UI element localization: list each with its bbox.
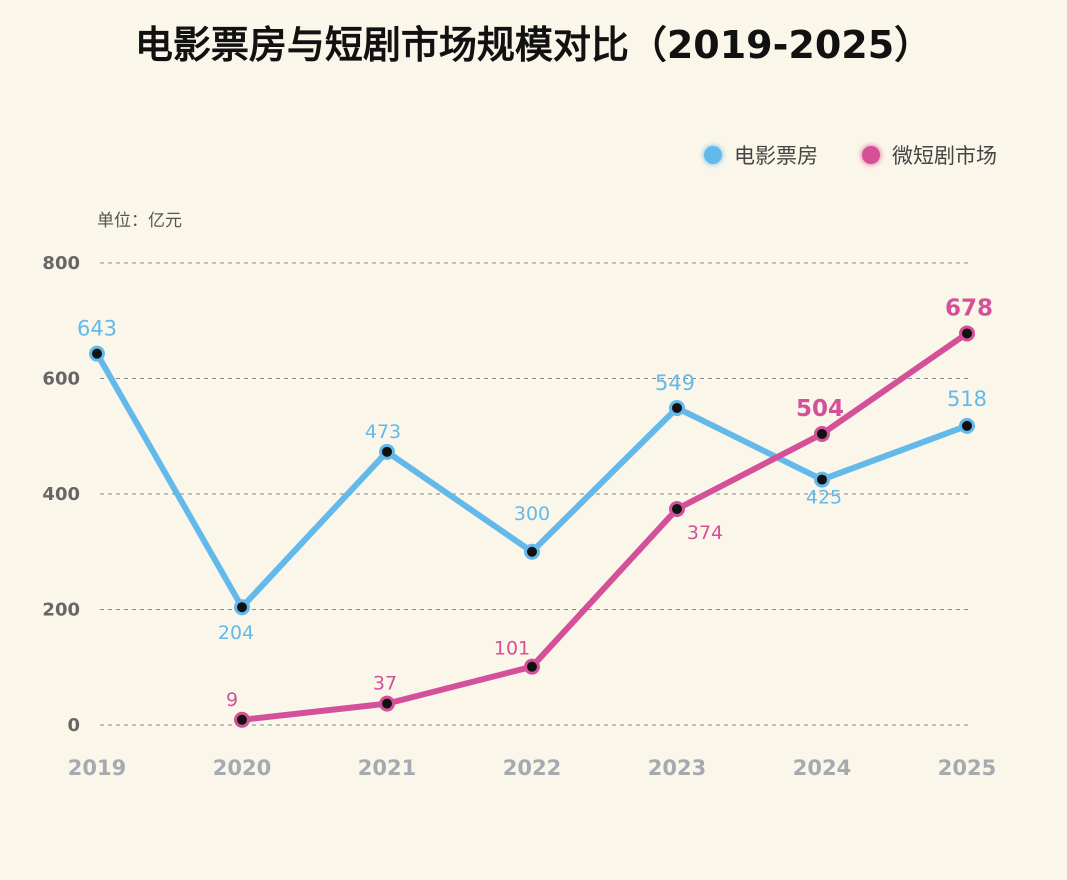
x-tick-label: 2025 [938,756,996,780]
legend-item-film: 电影票房 [704,140,818,170]
data-label: 473 [365,421,401,443]
legend-label-film: 电影票房 [734,144,818,168]
data-label: 504 [796,396,844,422]
data-point [669,501,685,518]
x-tick-label: 2019 [68,756,126,780]
data-label: 549 [655,371,695,395]
data-point [814,425,830,442]
data-point [89,345,105,362]
x-tick-label: 2022 [503,756,561,780]
legend: 电影票房 微短剧市场 [704,140,997,170]
legend-marker-shortdrama [862,146,880,164]
data-point [379,443,395,460]
data-label: 643 [77,317,117,341]
y-tick-label: 600 [42,369,80,390]
x-tick-label: 2020 [213,756,271,780]
series-line-0 [94,350,970,611]
data-label: 678 [945,295,993,321]
x-tick-label: 2024 [793,756,851,780]
y-tick-label: 400 [42,484,80,505]
data-point [379,695,395,712]
data-label: 300 [514,503,550,525]
x-tick-label: 2021 [358,756,416,780]
data-label: 204 [218,622,254,644]
data-point [234,711,250,728]
data-label: 518 [947,387,987,411]
legend-label-shortdrama: 微短剧市场 [892,144,997,168]
unit-label: 单位：亿元 [97,211,182,231]
data-label: 374 [687,522,723,544]
data-point [814,471,830,488]
data-label: 37 [373,673,397,695]
series-line-1 [239,330,970,723]
legend-marker-film [704,146,722,164]
y-tick-label: 800 [42,253,80,274]
chart-title: 电影票房与短剧市场规模对比（2019-2025） [134,23,933,67]
x-tick-label: 2023 [648,756,706,780]
data-label: 101 [494,638,530,660]
data-point [959,417,975,434]
data-point [234,599,250,616]
data-point [959,325,975,342]
data-point [669,399,685,416]
y-tick-label: 0 [67,715,80,736]
data-point [524,543,540,560]
data-label: 425 [806,487,842,509]
y-tick-label: 200 [42,600,80,621]
data-point [524,658,540,675]
legend-item-shortdrama: 微短剧市场 [862,140,997,170]
data-label: 9 [226,689,238,711]
